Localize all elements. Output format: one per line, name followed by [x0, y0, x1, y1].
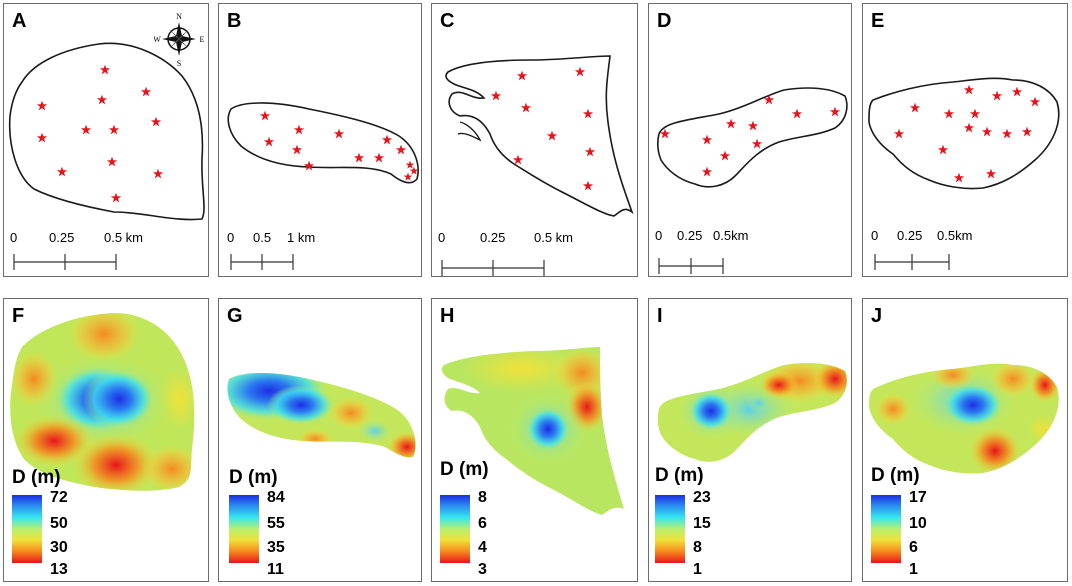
color-scale-bar: [871, 495, 901, 563]
legend-tick: 4: [478, 539, 487, 556]
panel-label: C: [440, 10, 455, 32]
panel-label: D: [657, 10, 672, 32]
panel-e: E 0 0.25 0.5km: [862, 3, 1068, 277]
heatmap-g: [227, 373, 416, 458]
legend-title: D (m): [440, 459, 489, 480]
legend-title: D (m): [229, 467, 278, 488]
panel-label: A: [12, 10, 27, 32]
scale-label: 0.25: [897, 228, 923, 243]
legend-tick: 84: [267, 489, 285, 506]
compass-w: W: [154, 35, 161, 44]
panel-label: H: [440, 305, 455, 327]
color-scale-bar: [440, 495, 470, 563]
legend-tick: 6: [909, 539, 918, 556]
legend-tick: 3: [478, 561, 487, 578]
legend-tick: 8: [693, 539, 702, 556]
scale-label: 0: [227, 230, 235, 245]
scale-label: 0: [438, 230, 446, 245]
panel-d: D 0 0.25 0.5km: [648, 3, 852, 277]
scale-label: 0.5: [253, 230, 272, 245]
scale-label: 0.25: [677, 228, 703, 243]
sampling-map-a: [8, 42, 205, 270]
panel-label: G: [227, 305, 243, 327]
legend-tick: 13: [50, 561, 68, 578]
scale-label: 0.25: [480, 230, 506, 245]
scale-label: 0.25: [49, 230, 75, 245]
panel-i: I D (m) 23 15 8 1: [648, 298, 852, 582]
panel-label: B: [227, 10, 242, 32]
legend-title: D (m): [655, 465, 704, 486]
panel-label: F: [12, 305, 25, 327]
legend-tick: 72: [50, 489, 68, 506]
scale-bar: [230, 254, 294, 270]
scale-label: 0.5km: [937, 228, 973, 243]
heatmap-h: [442, 347, 624, 515]
sampling-map-e: [868, 77, 1060, 270]
panel-a: A N S W E 0 0.25 0.5 km: [3, 3, 209, 277]
legend-tick: 30: [50, 539, 68, 556]
heatmap-f: [10, 313, 195, 491]
heatmap-j: [869, 363, 1059, 474]
panel-b: B 0 0.5 1 km: [218, 3, 422, 277]
scale-bar: [658, 258, 724, 274]
legend-tick: 15: [693, 515, 711, 532]
legend-tick: 6: [478, 515, 487, 532]
sampling-map-b: [227, 102, 419, 270]
legend-title: D (m): [871, 465, 920, 486]
color-scale-bar: [12, 495, 42, 563]
panel-label: I: [657, 305, 663, 327]
scale-label: 0: [10, 230, 18, 245]
compass-n: N: [176, 12, 182, 21]
legend-tick: 55: [267, 515, 285, 532]
compass-rose-icon: N S W E: [154, 12, 204, 68]
sampling-map-d: [656, 87, 848, 274]
scale-bar: [874, 254, 950, 270]
scale-label: 0.5 km: [104, 230, 144, 245]
legend-tick: 1: [909, 561, 918, 578]
panel-h: H D (m) 8 6 4 3: [431, 298, 638, 582]
scale-label: 0: [871, 228, 879, 243]
scale-label: 0: [655, 228, 663, 243]
heatmap-i: [657, 363, 847, 462]
scale-bar: [441, 260, 545, 276]
legend-title: D (m): [12, 467, 61, 488]
legend-tick: 35: [267, 539, 285, 556]
panel-label: J: [871, 305, 883, 327]
panel-f: F D (m) 72 50 30 13: [3, 298, 209, 582]
legend-tick: 10: [909, 515, 927, 532]
panel-label: E: [871, 10, 885, 32]
legend-tick: 8: [478, 489, 487, 506]
compass-s: S: [177, 59, 181, 68]
scale-label: 0.5km: [713, 228, 749, 243]
color-scale-bar: [229, 495, 259, 563]
legend-tick: 1: [693, 561, 702, 578]
legend-tick: 50: [50, 515, 68, 532]
scale-label: 0.5 km: [534, 230, 574, 245]
legend-tick: 23: [693, 489, 711, 506]
scale-label: 1 km: [287, 230, 316, 245]
panel-c: C 0 0.25 0.5 km: [431, 3, 638, 277]
panel-j: J D (m) 17 10 6 1: [862, 298, 1068, 582]
color-scale-bar: [655, 495, 685, 563]
compass-e: E: [200, 35, 204, 44]
sampling-map-c: [441, 55, 634, 276]
legend-tick: 17: [909, 489, 927, 506]
scale-bar: [13, 254, 117, 270]
legend-tick: 11: [267, 561, 284, 578]
panel-g: G D (m) 84 55 35 11: [218, 298, 422, 582]
